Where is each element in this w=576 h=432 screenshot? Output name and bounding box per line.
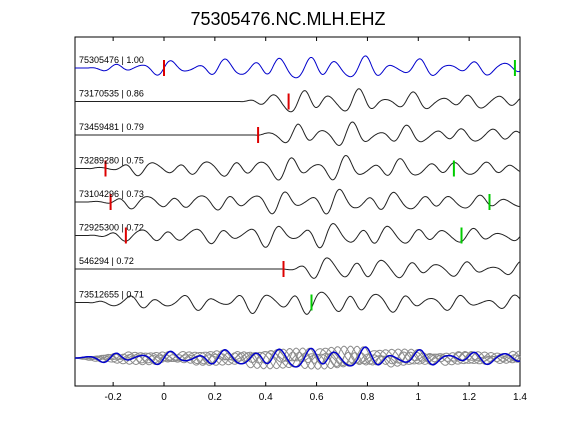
trace-layer bbox=[75, 55, 521, 315]
trace-line-2 bbox=[75, 88, 521, 113]
trace-label-4: 73289280 | 0.75 bbox=[79, 156, 144, 166]
trace-line-4 bbox=[75, 154, 521, 181]
plot-frame bbox=[74, 36, 521, 387]
x-axis: -0.2 0 0.2 0.4 0.6 0.8 1 1.2 1.4 bbox=[105, 37, 527, 403]
stack-reference-trace bbox=[75, 346, 521, 368]
label-layer: 75305476 | 1.00 73170535 | 0.86 73459481 |… bbox=[79, 55, 144, 300]
trace-line-8 bbox=[75, 291, 521, 315]
x-tick-label-3: 0.2 bbox=[208, 392, 222, 403]
trace-label-2: 73170535 | 0.86 bbox=[79, 89, 144, 99]
trace-label-3: 73459481 | 0.79 bbox=[79, 122, 144, 132]
x-tick-label-6: 0.8 bbox=[360, 392, 374, 403]
trace-line-6 bbox=[75, 222, 521, 249]
trace-label-7: 546294 | 0.72 bbox=[79, 256, 134, 266]
trace-line-7 bbox=[75, 257, 521, 279]
trace-label-5: 73104296 | 0.73 bbox=[79, 189, 144, 199]
x-tick-label-9: 1.4 bbox=[513, 392, 527, 403]
trace-label-1: 75305476 | 1.00 bbox=[79, 55, 144, 65]
trace-line-1 bbox=[75, 55, 521, 79]
x-tick-label-1: -0.2 bbox=[105, 392, 123, 403]
stack-layer bbox=[74, 345, 521, 370]
x-tick-label-2: 0 bbox=[161, 392, 167, 403]
stack-trace-5 bbox=[74, 346, 521, 370]
trace-line-3 bbox=[75, 121, 521, 147]
x-tick-label-7: 1 bbox=[416, 392, 422, 403]
trace-line-5 bbox=[75, 188, 521, 215]
x-tick-label-8: 1.2 bbox=[462, 392, 476, 403]
chart-title: 75305476.NC.MLH.EHZ bbox=[190, 9, 385, 29]
stack-trace-7 bbox=[74, 347, 520, 370]
x-tick-label-4: 0.4 bbox=[259, 392, 273, 403]
x-tick-label-5: 0.6 bbox=[310, 392, 324, 403]
trace-label-6: 72925300 | 0.72 bbox=[79, 223, 144, 233]
pick-layer bbox=[104, 60, 516, 311]
trace-label-8: 73512655 | 0.71 bbox=[79, 290, 144, 300]
